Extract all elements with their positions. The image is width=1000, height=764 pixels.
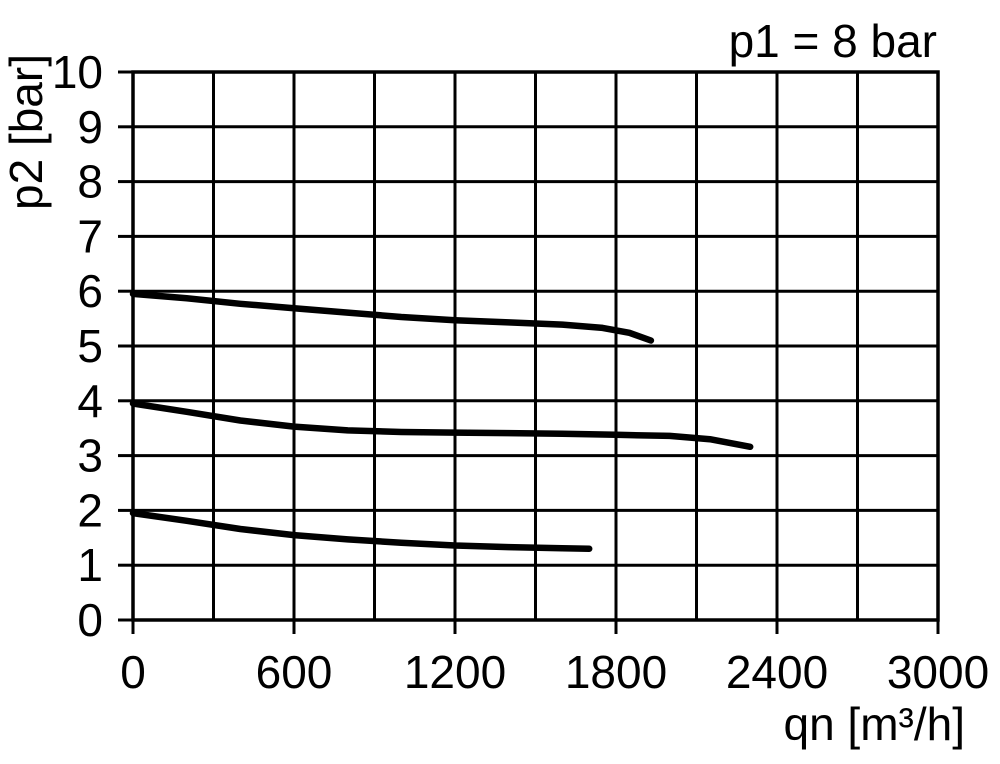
y-tick-label: 8 [77, 156, 103, 208]
x-axis-label: qn [m³/h] [783, 698, 965, 750]
y-tick-label: 2 [77, 484, 103, 536]
lower-curve-2bar [129, 509, 593, 553]
y-tick-label: 4 [77, 375, 103, 427]
y-tick-label: 3 [77, 430, 103, 482]
y-tick-label: 7 [77, 210, 103, 262]
x-tick-label: 2400 [726, 646, 828, 698]
x-tick-label: 1800 [565, 646, 667, 698]
upper-curve-6bar [129, 290, 655, 344]
axis-ticks [118, 70, 940, 634]
p1-annotation: p1 = 8 bar [729, 15, 937, 67]
y-tick-label: 10 [52, 46, 103, 98]
x-tick-label: 0 [120, 646, 146, 698]
y-tick-label: 9 [77, 101, 103, 153]
pressure-curves [129, 290, 754, 553]
grid [131, 70, 940, 622]
middle-curve-4bar [129, 400, 754, 451]
y-tick-label: 0 [77, 594, 103, 646]
y-tick-label: 5 [77, 320, 103, 372]
y-axis-label: p2 [bar] [0, 54, 52, 210]
y-tick-label: 6 [77, 265, 103, 317]
y-tick-label: 1 [77, 539, 103, 591]
x-tick-label: 1200 [404, 646, 506, 698]
x-tick-label: 600 [256, 646, 333, 698]
x-tick-label: 3000 [887, 646, 989, 698]
